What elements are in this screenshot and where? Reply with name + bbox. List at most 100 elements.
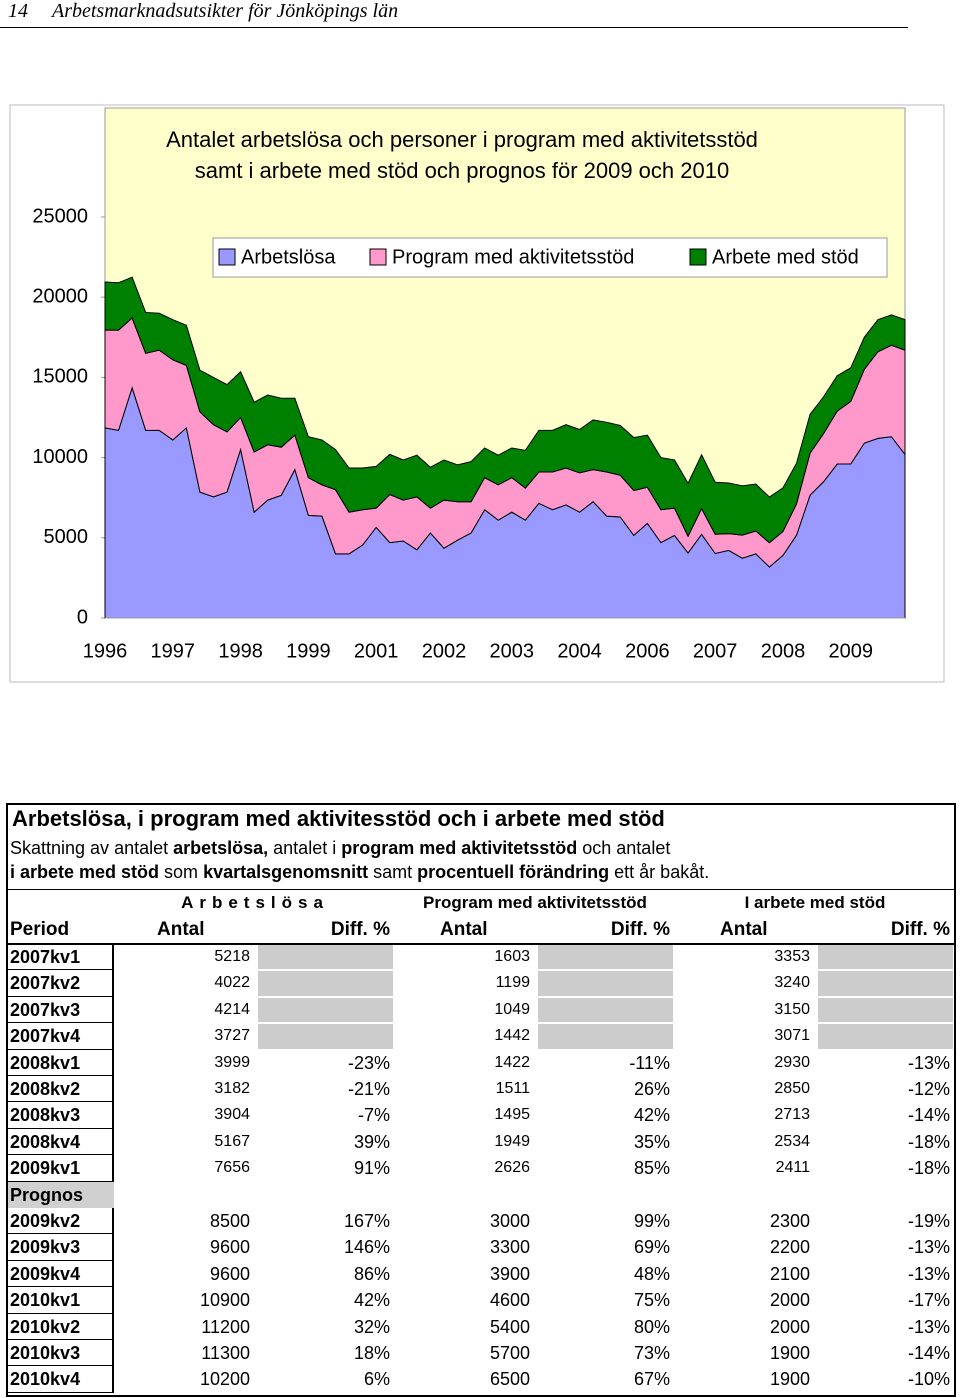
period: 2007kv3 bbox=[10, 999, 81, 1020]
count: 4214 bbox=[214, 1000, 250, 1018]
count: 3900 bbox=[489, 1263, 530, 1284]
empty-cell bbox=[818, 945, 953, 970]
period-cell bbox=[8, 996, 114, 1024]
count: 2713 bbox=[774, 1106, 810, 1124]
diff: 80% bbox=[633, 1316, 670, 1337]
period-cell bbox=[8, 1340, 114, 1367]
diff: 167% bbox=[343, 1211, 390, 1231]
diff: 26% bbox=[633, 1079, 670, 1099]
count: 8500 bbox=[209, 1211, 250, 1231]
diff: 85% bbox=[633, 1158, 670, 1179]
count: 2000 bbox=[769, 1290, 810, 1311]
x-tick-label: 1997 bbox=[151, 640, 196, 662]
diff: -12% bbox=[907, 1079, 950, 1099]
count: 3071 bbox=[774, 1027, 810, 1045]
group-header: Program med aktivitetsstöd bbox=[423, 893, 647, 912]
diff: 42% bbox=[353, 1290, 390, 1311]
group-header: I arbete med stöd bbox=[744, 893, 886, 912]
group-header: Arbetslösa bbox=[181, 893, 329, 912]
diff: -13% bbox=[907, 1237, 950, 1258]
y-tick-label: 5000 bbox=[44, 526, 89, 548]
column-header: Period bbox=[10, 919, 70, 940]
legend-swatch bbox=[218, 248, 236, 266]
empty-cell bbox=[818, 1024, 953, 1049]
column-header: Diff. % bbox=[890, 919, 950, 940]
period-cell bbox=[8, 1313, 114, 1340]
table-title: Arbetslösa, i program med aktivitesstöd … bbox=[12, 806, 665, 831]
period-cell bbox=[8, 1366, 114, 1393]
count: 1949 bbox=[494, 1132, 530, 1150]
diff: -10% bbox=[907, 1369, 950, 1390]
count: 4022 bbox=[214, 974, 250, 992]
period-cell bbox=[8, 1287, 114, 1314]
column-header: Diff. % bbox=[330, 919, 390, 940]
running-title: Arbetsmarknadsutsikter för Jönköpings lä… bbox=[52, 0, 399, 22]
page-number: 14 bbox=[8, 0, 28, 22]
period: 2010kv4 bbox=[10, 1369, 81, 1390]
count: 11200 bbox=[201, 1316, 250, 1337]
count: 2626 bbox=[494, 1159, 530, 1177]
period: 2010kv2 bbox=[10, 1316, 81, 1337]
diff: 91% bbox=[353, 1158, 390, 1179]
diff: -19% bbox=[907, 1211, 950, 1231]
description-text: samt bbox=[368, 862, 418, 882]
description-text: procentuell förändring bbox=[417, 862, 610, 882]
diff: 6% bbox=[363, 1369, 390, 1390]
diff: 86% bbox=[353, 1263, 390, 1284]
period-cell bbox=[8, 1260, 114, 1288]
count: 1049 bbox=[494, 1000, 530, 1018]
diff: 99% bbox=[633, 1211, 670, 1231]
count: 2300 bbox=[769, 1211, 810, 1231]
data-rule bbox=[6, 943, 954, 945]
period: 2007kv2 bbox=[10, 973, 81, 994]
diff: -18% bbox=[907, 1158, 950, 1179]
period-cell bbox=[8, 944, 114, 971]
count: 2200 bbox=[769, 1237, 810, 1258]
count: 3240 bbox=[774, 974, 810, 992]
count: 3000 bbox=[489, 1211, 530, 1231]
section-label: Prognos bbox=[10, 1184, 84, 1205]
count: 1603 bbox=[494, 948, 530, 965]
y-tick-label: 10000 bbox=[32, 446, 88, 468]
period-cell bbox=[8, 1076, 114, 1103]
description-text: och antalet bbox=[577, 838, 671, 858]
x-tick-label: 2007 bbox=[693, 640, 738, 662]
table-box bbox=[6, 803, 956, 1397]
x-tick-label: 2006 bbox=[625, 640, 670, 662]
period: 2009kv3 bbox=[10, 1237, 81, 1258]
count: 2534 bbox=[774, 1132, 810, 1150]
count: 2930 bbox=[774, 1053, 810, 1071]
count: 2000 bbox=[769, 1316, 810, 1337]
count: 1900 bbox=[769, 1369, 810, 1390]
count: 1442 bbox=[494, 1027, 530, 1045]
description-text: som bbox=[159, 862, 204, 882]
x-tick-label: 1999 bbox=[286, 640, 331, 662]
legend bbox=[212, 237, 888, 278]
description-text: ett år bakåt. bbox=[609, 862, 710, 882]
period-cell bbox=[8, 1234, 114, 1261]
period-cell bbox=[8, 1023, 114, 1050]
count: 5700 bbox=[489, 1343, 530, 1363]
y-tick-label: 20000 bbox=[32, 285, 88, 307]
diff: -18% bbox=[907, 1131, 950, 1152]
legend-label: Arbetslösa bbox=[241, 246, 336, 268]
count: 3150 bbox=[774, 1000, 810, 1018]
count: 3300 bbox=[489, 1237, 530, 1258]
count: 3353 bbox=[774, 948, 810, 965]
count: 1199 bbox=[495, 974, 530, 992]
diff: -13% bbox=[907, 1052, 950, 1073]
diff: 39% bbox=[353, 1131, 390, 1152]
x-tick-label: 2001 bbox=[354, 640, 399, 662]
period: 2008kv3 bbox=[10, 1105, 81, 1126]
diff: -14% bbox=[907, 1343, 950, 1363]
legend-label: Arbete med stöd bbox=[712, 246, 859, 268]
count: 2100 bbox=[769, 1263, 810, 1284]
description-text: arbetslösa, bbox=[173, 838, 269, 858]
empty-cell bbox=[818, 997, 953, 1023]
empty-cell bbox=[258, 997, 393, 1023]
y-tick-label: 0 bbox=[77, 606, 88, 628]
legend-swatch bbox=[689, 248, 707, 266]
header-rule bbox=[6, 889, 954, 890]
period: 2008kv1 bbox=[10, 1052, 81, 1073]
